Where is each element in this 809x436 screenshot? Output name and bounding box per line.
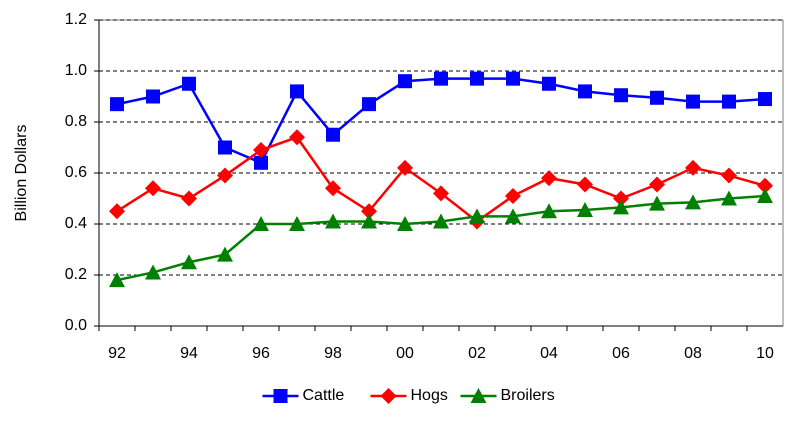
marker (325, 213, 341, 229)
y-tick-label: 1.2 (65, 11, 87, 28)
marker (110, 97, 124, 112)
marker (614, 88, 628, 103)
legend-label: Cattle (303, 387, 345, 404)
marker (145, 264, 161, 280)
marker (506, 71, 520, 86)
marker (649, 195, 665, 211)
marker (721, 190, 737, 206)
marker (542, 76, 556, 91)
series-line (116, 77, 766, 165)
marker (469, 208, 485, 224)
x-tick-label: 92 (108, 345, 126, 362)
marker (577, 201, 593, 217)
x-tick-label: 02 (468, 345, 486, 362)
marker (325, 180, 341, 197)
marker (757, 187, 773, 203)
marker (433, 185, 449, 202)
marker (217, 246, 233, 262)
marker (109, 272, 125, 288)
marker (397, 216, 413, 231)
marker (721, 167, 737, 184)
marker (398, 74, 412, 89)
marker (289, 129, 305, 146)
marker (757, 177, 773, 194)
marker (380, 388, 397, 404)
marker (361, 203, 377, 220)
y-tick-label: 0.4 (65, 215, 87, 232)
marker (722, 94, 736, 109)
legend-label: Broilers (501, 387, 555, 404)
marker (505, 208, 521, 224)
marker (289, 216, 305, 231)
x-tick-label: 04 (540, 345, 558, 362)
marker (182, 76, 196, 91)
legend-label: Hogs (411, 387, 448, 404)
marker (758, 92, 772, 107)
marker (470, 71, 484, 86)
x-tick-label: 98 (324, 345, 342, 362)
marker (685, 159, 701, 176)
x-tick-label: 00 (396, 345, 414, 362)
series-line (116, 135, 766, 224)
x-tick-label: 06 (612, 345, 630, 362)
marker (362, 97, 376, 112)
marker (273, 389, 288, 403)
marker (109, 203, 125, 220)
y-tick-label: 1.0 (65, 62, 87, 79)
marker (686, 94, 700, 109)
marker (433, 213, 449, 229)
marker (253, 216, 269, 231)
y-tick-label: 0.8 (65, 113, 87, 130)
x-tick-label: 10 (756, 345, 774, 362)
marker (326, 127, 340, 142)
series-line (116, 194, 766, 282)
marker (505, 187, 521, 204)
y-axis-label: Billion Dollars (13, 125, 30, 222)
marker (649, 176, 665, 193)
marker (145, 180, 161, 197)
marker (181, 190, 197, 207)
plot-border (98, 19, 784, 327)
marker (290, 84, 304, 99)
marker (397, 159, 413, 176)
marker (613, 199, 629, 215)
marker (434, 71, 448, 86)
marker (613, 190, 629, 207)
y-tick-label: 0.0 (65, 317, 87, 334)
marker (146, 89, 160, 104)
marker (218, 140, 232, 155)
marker (253, 142, 269, 159)
marker (578, 84, 592, 99)
x-tick-label: 96 (252, 345, 270, 362)
marker (254, 155, 268, 170)
x-tick-label: 08 (684, 345, 702, 362)
y-tick-label: 0.6 (65, 164, 87, 181)
y-tick-label: 0.2 (65, 266, 87, 283)
marker (541, 170, 557, 187)
x-tick-label: 94 (180, 345, 198, 362)
marker (470, 388, 487, 403)
marker (577, 176, 593, 193)
marker (650, 90, 664, 105)
marker (217, 167, 233, 184)
marker (181, 254, 197, 270)
marker (541, 203, 557, 219)
marker (685, 194, 701, 210)
marker (361, 213, 377, 229)
